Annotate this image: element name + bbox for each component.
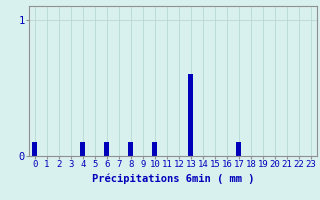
X-axis label: Précipitations 6min ( mm ): Précipitations 6min ( mm ) [92,173,254,184]
Bar [80,142,85,156]
Bar [104,142,109,156]
Bar [152,142,157,156]
Bar [236,142,241,156]
Bar [188,74,193,156]
Bar [32,142,37,156]
Bar [128,142,133,156]
